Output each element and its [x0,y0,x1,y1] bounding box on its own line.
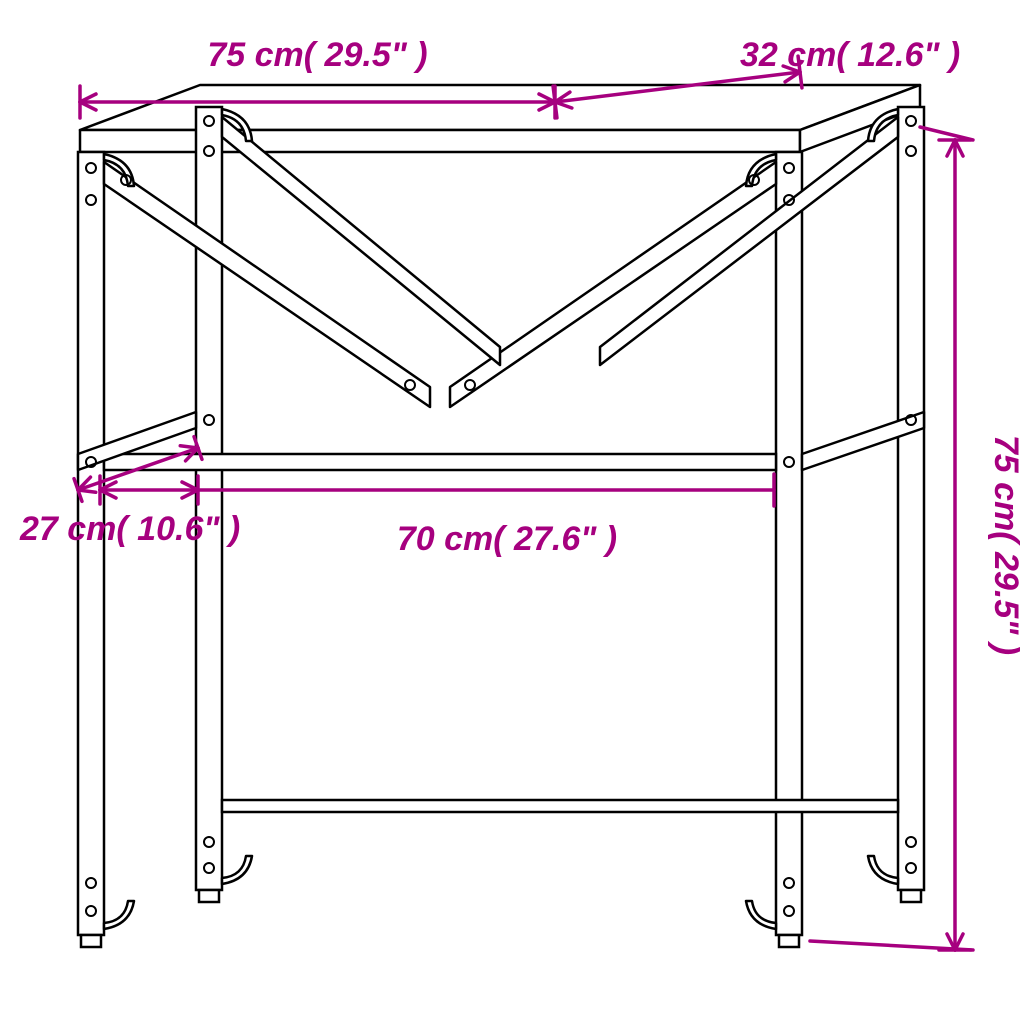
dim-inner-depth: 27 cm( 10.6" ) [19,510,240,548]
dim-depth-top: 32 cm( 12.6" ) [740,36,960,74]
dim-inner-width: 70 cm( 27.6" ) [397,520,617,558]
dim-width-top: 75 cm( 29.5" ) [207,36,427,74]
dim-height-right: 75 cm( 29.5" ) [987,435,1024,655]
